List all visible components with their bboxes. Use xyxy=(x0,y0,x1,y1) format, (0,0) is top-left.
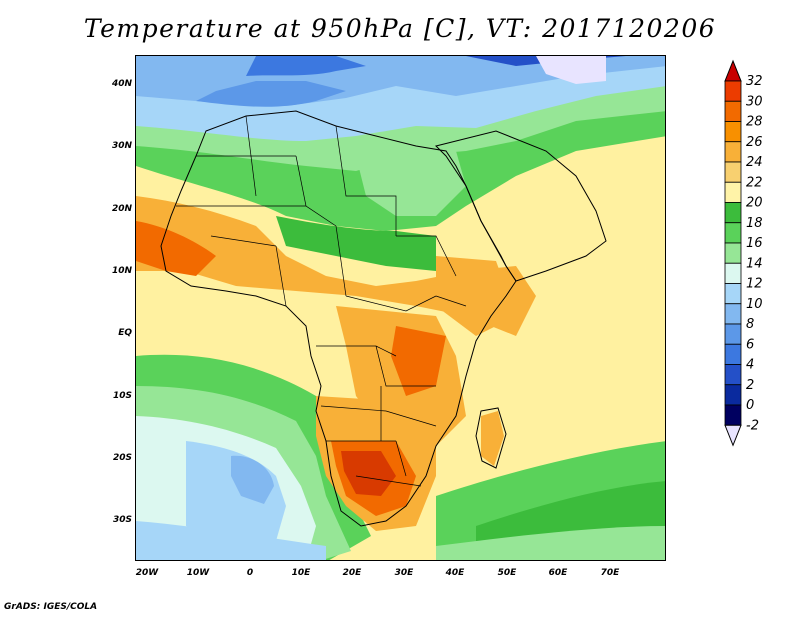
lon-label-40e: 40E xyxy=(445,568,465,578)
colorbar-under-triangle xyxy=(724,424,742,447)
madagascar-hot xyxy=(481,411,504,466)
colorbar-label: 20 xyxy=(746,196,763,211)
colorbar-swatch xyxy=(724,222,742,244)
colorbar-swatch xyxy=(724,100,742,122)
lon-label-0: 0 xyxy=(246,568,254,578)
grads-credit: GrADS: IGES/COLA xyxy=(4,602,98,612)
colorbar-label: 14 xyxy=(746,256,763,271)
colorbar-swatch xyxy=(724,141,742,163)
lat-label-20n: 20N xyxy=(111,204,132,214)
internal-borders xyxy=(176,115,467,487)
sahel-green-belt xyxy=(276,216,436,271)
colorbar-label: 16 xyxy=(746,236,763,251)
lon-label-30e: 30E xyxy=(394,568,414,578)
colorbar-swatch xyxy=(724,121,742,143)
lat-label-30n: 30N xyxy=(111,141,132,151)
colorbar-label: 2 xyxy=(746,378,754,393)
south-atlantic-lower-band xyxy=(136,521,326,560)
colorbar-label: 10 xyxy=(746,297,763,312)
colorbar-label: 28 xyxy=(746,115,763,130)
mediterranean-blue-zone xyxy=(196,81,346,107)
colorbar-label: 8 xyxy=(746,317,754,332)
below-minus-2-zone xyxy=(536,56,606,84)
colorbar-label: 0 xyxy=(746,398,754,413)
colorbar-label: 26 xyxy=(746,135,763,150)
colorbar-label: 6 xyxy=(746,337,754,352)
lat-label-10n: 10N xyxy=(111,266,132,276)
map-panel xyxy=(135,55,666,561)
colorbar-swatch xyxy=(724,404,742,426)
lon-label-70e: 70E xyxy=(600,568,620,578)
lon-label-60e: 60E xyxy=(548,568,568,578)
colorbar-label: 22 xyxy=(746,175,763,190)
lat-label-10s: 10S xyxy=(112,391,132,401)
lat-label-eq: EQ xyxy=(118,328,132,338)
libya-egypt-lightgreen xyxy=(356,151,466,216)
colorbar-label: 18 xyxy=(746,216,763,231)
indian-ocean-lightgreen xyxy=(436,526,665,560)
colorbar-swatch xyxy=(724,80,742,102)
map-title: Temperature at 950hPa [C], VT: 201712020… xyxy=(83,14,717,43)
colorbar-swatch xyxy=(724,384,742,406)
colorbar-label: 12 xyxy=(746,277,763,292)
lon-label-10w: 10W xyxy=(186,568,210,578)
colorbar-swatch xyxy=(724,242,742,264)
lon-label-20e: 20E xyxy=(342,568,362,578)
colorbar-swatch xyxy=(724,303,742,325)
colorbar-swatch xyxy=(724,262,742,284)
colorbar-swatch xyxy=(724,161,742,183)
africa-coastline xyxy=(160,110,517,527)
colorbar-swatch xyxy=(724,343,742,365)
colorbar-swatch xyxy=(724,181,742,203)
colorbar-label: -2 xyxy=(746,418,759,433)
madagascar-coastline xyxy=(475,407,507,469)
lon-label-50e: 50E xyxy=(497,568,517,578)
colorbar-label: 24 xyxy=(746,155,763,170)
arabia-coastline xyxy=(435,130,607,282)
colorbar-swatch xyxy=(724,283,742,305)
east-africa-very-hot xyxy=(391,326,446,396)
colorbar-label: 4 xyxy=(746,358,754,373)
colorbar-swatch xyxy=(724,323,742,345)
colorbar-label: 30 xyxy=(746,94,763,109)
colorbar-over-triangle xyxy=(724,59,742,82)
europe-dark-blue-zone xyxy=(246,56,366,76)
colorbar-swatch xyxy=(724,202,742,224)
south-atlantic-cold-pool xyxy=(231,455,274,504)
senegal-very-hot xyxy=(136,221,216,276)
kalahari-hottest xyxy=(341,451,396,496)
colorbar-label: 32 xyxy=(746,74,763,89)
lon-label-20w: 20W xyxy=(135,568,159,578)
lat-label-40n: 40N xyxy=(111,79,132,89)
lat-label-30s: 30S xyxy=(112,515,132,525)
lon-label-10e: 10E xyxy=(291,568,311,578)
colorbar-swatch xyxy=(724,364,742,386)
temperature-map xyxy=(136,56,665,560)
lat-label-20s: 20S xyxy=(112,453,132,463)
